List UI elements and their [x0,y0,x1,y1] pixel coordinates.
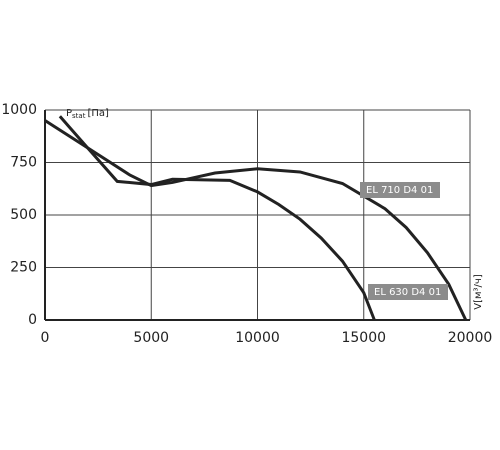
series-label: EL 710 D4 01 [366,185,433,196]
x-axis-label: V[м³/ч] [473,274,484,310]
series-label-box [360,182,440,198]
y-label-sub: stat [72,112,86,120]
x-tick-label: 15000 [341,330,386,346]
series-line [58,115,376,321]
y-tick-label: 750 [10,155,37,171]
y-tick-label: 1000 [1,102,37,118]
x-tick-label: 5000 [133,330,169,346]
y-axis-label: Pstat [Па] [66,108,109,120]
x-tick-label: 20000 [448,330,493,346]
y-label-main: P [66,108,72,119]
series-label-box [368,284,448,300]
series-label: EL 630 D4 01 [374,287,441,298]
y-tick-label: 500 [10,207,37,223]
x-tick-label: 10000 [235,330,280,346]
y-tick-label: 250 [10,260,37,276]
y-tick-label: 0 [28,312,37,328]
y-label-unit: [Па] [87,108,109,119]
series-line [44,119,468,321]
x-tick-label: 0 [41,330,50,346]
